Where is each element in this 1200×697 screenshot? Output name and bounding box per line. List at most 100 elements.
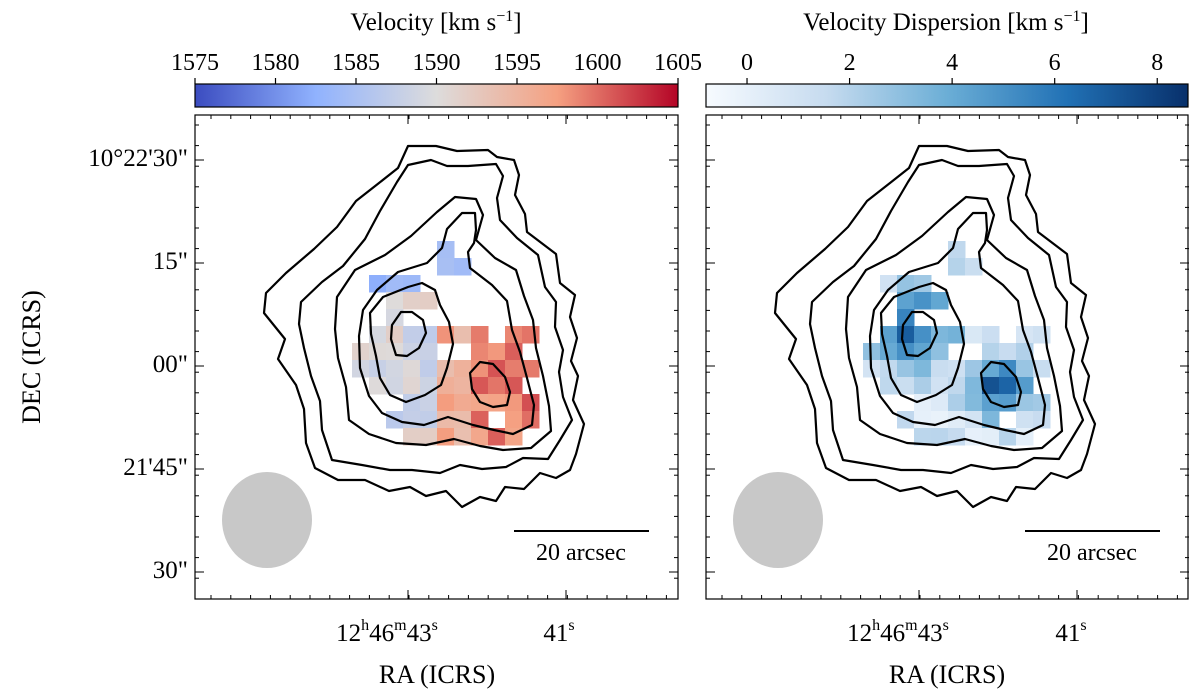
x-axis-label: RA (ICRS) <box>379 660 495 689</box>
data-pixel <box>914 292 932 310</box>
y-tick-label: 21'45" <box>123 454 188 481</box>
data-pixel <box>948 394 966 412</box>
data-pixel <box>982 428 1000 446</box>
data-pixel <box>880 326 898 344</box>
data-pixel <box>1033 394 1051 412</box>
data-pixel <box>369 326 387 344</box>
data-pixel <box>897 292 915 310</box>
colorbar-tick-label: 8 <box>1151 50 1163 76</box>
data-pixel <box>471 411 489 429</box>
data-pixel <box>863 343 881 361</box>
data-pixel <box>965 360 983 378</box>
data-pixel <box>982 360 1000 378</box>
data-pixel <box>965 377 983 395</box>
contour-line <box>357 211 536 436</box>
data-pixel <box>965 258 983 276</box>
data-pixel <box>948 258 966 276</box>
data-pixel <box>369 343 387 361</box>
data-pixel <box>914 326 932 344</box>
contour-line <box>368 281 455 404</box>
contour-line <box>468 360 512 409</box>
data-pixel <box>982 377 1000 395</box>
data-pixel <box>914 411 932 429</box>
intensity-contours <box>262 144 586 509</box>
x-tick-label: 41s <box>1055 617 1086 647</box>
contour-line <box>900 310 939 358</box>
x-tick-label: 12h46m43s <box>336 617 438 647</box>
data-pixel <box>386 377 404 395</box>
colorbar-tick-label: 1585 <box>332 50 380 76</box>
data-pixel <box>437 411 455 429</box>
x-tick-label: 41s <box>543 617 574 647</box>
data-pixel <box>897 360 915 378</box>
colorbar-velocity-ticks: 1575 1580 1585 1590 1595 1600 1605 <box>171 50 702 84</box>
data-pixel <box>931 394 949 412</box>
contour-line <box>773 144 1097 509</box>
data-pixel <box>931 292 949 310</box>
data-pixel <box>505 411 523 429</box>
colorbar-tick-label: 1605 <box>654 50 702 76</box>
x-tick-labels-right: 12h46m43s 41s RA (ICRS) <box>847 617 1086 689</box>
y-tick-label: 10°22'30" <box>88 145 188 172</box>
velocity-map-panel: 20 arcsec <box>194 114 679 600</box>
colorbar-velocity: Velocity [km s−1] 1575 1580 1585 1590 1595 16… <box>171 8 702 108</box>
data-pixel <box>931 343 949 361</box>
colorbar-tick-label: 0 <box>741 50 753 76</box>
data-pixel <box>403 360 421 378</box>
contour-line <box>879 281 966 404</box>
data-pixel <box>386 326 404 344</box>
data-pixel <box>488 377 506 395</box>
colorbar-tick-label: 1575 <box>171 50 219 76</box>
intensity-contours <box>773 144 1097 509</box>
data-pixel <box>471 326 489 344</box>
data-pixel <box>488 394 506 412</box>
colorbar-tick-label: 1590 <box>413 50 461 76</box>
colorbar-dispersion-ticks: 0 2 4 6 8 <box>741 50 1163 84</box>
data-pixel <box>420 343 438 361</box>
data-pixel <box>1033 326 1051 344</box>
data-pixel <box>931 428 949 446</box>
data-pixel <box>982 343 1000 361</box>
contour-line <box>333 195 553 452</box>
data-pixel <box>880 343 898 361</box>
data-pixel <box>437 394 455 412</box>
colorbar-dispersion: Velocity Dispersion [km s−1] 0 2 4 6 8 <box>705 8 1189 108</box>
data-pixel <box>420 428 438 446</box>
data-pixel <box>897 326 915 344</box>
contour-line <box>808 158 1085 475</box>
contour-line <box>844 195 1064 452</box>
contour-line <box>979 360 1023 409</box>
data-pixel <box>914 360 932 378</box>
data-pixel <box>454 394 472 412</box>
contour-line <box>389 310 428 358</box>
y-tick-label: 30" <box>153 557 188 584</box>
data-pixel <box>420 394 438 412</box>
data-pixel <box>897 377 915 395</box>
data-pixel <box>471 343 489 361</box>
data-pixel <box>471 360 489 378</box>
y-tick-label: 15" <box>153 248 188 275</box>
data-pixel <box>948 411 966 429</box>
x-tick-label: 12h46m43s <box>847 617 949 647</box>
data-pixel <box>880 275 898 293</box>
data-pixel <box>982 411 1000 429</box>
data-pixel <box>403 377 421 395</box>
colorbar-dispersion-bar <box>705 83 1189 108</box>
data-pixel <box>369 275 387 293</box>
data-pixel <box>931 360 949 378</box>
data-pixel <box>488 343 506 361</box>
data-pixel <box>352 343 370 361</box>
x-tick-labels-left: 12h46m43s 41s RA (ICRS) <box>336 617 574 689</box>
data-pixel <box>522 326 540 344</box>
data-pixel <box>914 428 932 446</box>
data-pixel <box>420 292 438 310</box>
data-pixel <box>1016 360 1034 378</box>
data-pixel <box>454 360 472 378</box>
beam-ellipse <box>733 472 823 568</box>
contour-line <box>868 211 1047 436</box>
data-pixel <box>454 258 472 276</box>
dispersion-map-panel: 20 arcsec <box>705 114 1189 600</box>
y-tick-label: 00" <box>153 351 188 378</box>
data-pixel <box>386 360 404 378</box>
